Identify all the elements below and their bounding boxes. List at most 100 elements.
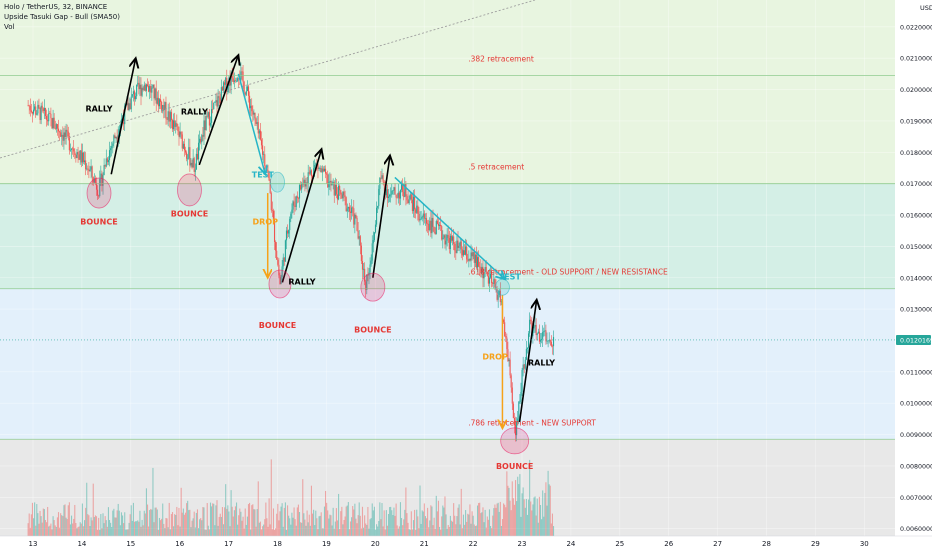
- volume-bar: [465, 510, 467, 536]
- volume-bar: [162, 503, 164, 536]
- candle-body: [470, 252, 472, 261]
- candle-body: [487, 275, 489, 284]
- candle-body: [314, 165, 316, 169]
- volume-bar: [546, 505, 548, 536]
- volume-bar: [230, 490, 232, 536]
- volume-bar: [288, 515, 290, 536]
- candle-body: [101, 173, 103, 186]
- volume-bar: [112, 510, 114, 536]
- candle-body: [118, 128, 120, 136]
- candle-body: [483, 271, 485, 279]
- volume-bar: [196, 509, 199, 536]
- volume-bar: [340, 511, 342, 536]
- date-tick-label: 30: [860, 540, 869, 548]
- volume-bar: [138, 521, 140, 536]
- volume-bar: [486, 516, 488, 536]
- volume-bar: [315, 510, 317, 536]
- candle-body: [526, 347, 529, 349]
- candle-body: [387, 196, 390, 199]
- volume-bar: [339, 529, 341, 536]
- candle-body: [332, 181, 334, 184]
- candle-body: [106, 158, 108, 163]
- candle-body: [552, 337, 555, 347]
- candle-body: [517, 418, 519, 422]
- volume-bar: [264, 519, 266, 536]
- volume-bar: [304, 519, 306, 536]
- volume-bar: [549, 485, 551, 536]
- trendline[interactable]: [0, 0, 536, 159]
- candle-body: [412, 196, 415, 212]
- volume-bar: [259, 521, 261, 536]
- candle-body: [56, 124, 58, 129]
- candle-body: [176, 123, 178, 127]
- candle-body: [175, 123, 177, 127]
- volume-bar: [254, 509, 256, 536]
- candle-body: [318, 167, 320, 169]
- candle-body: [224, 82, 226, 85]
- volume-bar: [86, 482, 88, 536]
- candle-body: [86, 168, 88, 170]
- price-tick-label: 0.0200000: [900, 87, 932, 94]
- volume-bar: [277, 503, 279, 536]
- volume-bar: [336, 520, 339, 536]
- candle-body: [542, 332, 544, 339]
- candle-body: [333, 181, 335, 196]
- candle-body: [382, 175, 384, 182]
- volume-bar: [305, 525, 307, 536]
- volume-bar: [245, 524, 247, 536]
- candle-body: [171, 120, 174, 130]
- candle-body: [285, 230, 288, 241]
- price-tick-label: 0.0090000: [900, 432, 932, 439]
- volume-bar: [206, 503, 208, 536]
- time-axis[interactable]: 13 14 15 16 17 18 19 20 21 22 23 24 25 26 27 28 29 30: [0, 535, 932, 550]
- volume-bar: [306, 510, 308, 536]
- volume-bar: [498, 511, 500, 536]
- candle-body: [338, 185, 340, 200]
- volume-bar: [347, 502, 349, 536]
- candle-body: [237, 78, 239, 81]
- volume-bar: [424, 516, 426, 536]
- candle-body: [547, 340, 549, 342]
- volume-bar: [522, 487, 524, 536]
- volume-bar: [146, 504, 149, 536]
- candle-body: [79, 150, 81, 160]
- volume-bar: [314, 525, 316, 536]
- volume-bar: [423, 503, 425, 536]
- candle-body: [178, 131, 180, 137]
- volume-bar: [435, 495, 437, 536]
- volume-bar: [499, 501, 501, 536]
- volume-bar: [89, 526, 91, 536]
- drop-label: DROP: [482, 352, 508, 361]
- volume-bar: [506, 471, 508, 536]
- volume-bar: [228, 511, 230, 536]
- annotation-arrows: [110, 55, 536, 428]
- candle-body: [215, 100, 217, 103]
- candle-body: [235, 80, 238, 82]
- price-tick-label: 0.0080000: [900, 463, 932, 470]
- candle-body: [32, 109, 35, 114]
- candle-body: [238, 78, 240, 80]
- candle-body: [336, 194, 339, 200]
- price-tick-label: 0.0070000: [900, 495, 932, 502]
- candle-body: [516, 421, 518, 436]
- volume-bar: [396, 525, 398, 536]
- volume-bar: [397, 528, 399, 536]
- candle-body: [395, 194, 397, 198]
- candle-body: [195, 153, 197, 170]
- candle-body: [458, 245, 460, 248]
- volume-bar: [54, 525, 56, 536]
- volume-bar: [120, 512, 123, 536]
- volume-bar: [346, 505, 348, 536]
- volume-bar: [492, 515, 494, 536]
- candle-body: [394, 187, 396, 195]
- candle-body: [433, 226, 435, 233]
- candle-body: [152, 84, 154, 88]
- candle-body: [199, 138, 201, 143]
- rally-arrow: [372, 155, 390, 278]
- candle-body: [80, 150, 82, 163]
- volume-bar: [393, 507, 395, 536]
- candle-body: [514, 424, 517, 436]
